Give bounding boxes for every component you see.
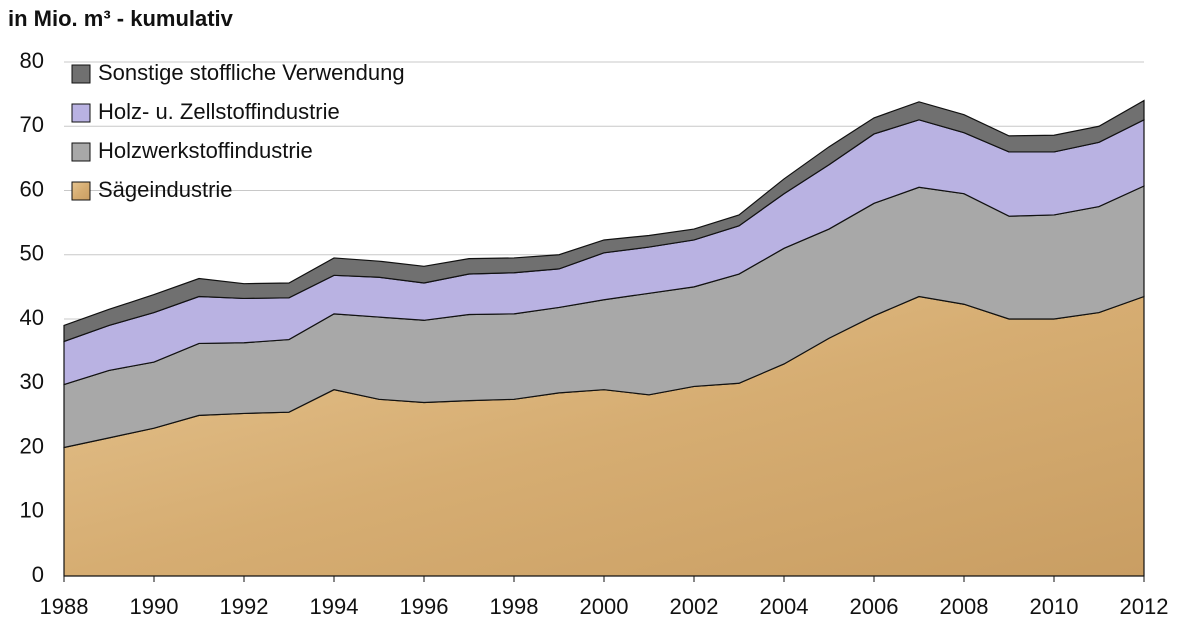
x-tick-label: 2008 <box>940 594 989 619</box>
x-tick-label: 1996 <box>400 594 449 619</box>
legend-label: Holz- u. Zellstoffindustrie <box>98 99 340 124</box>
legend-swatch <box>71 142 91 162</box>
chart-title: in Mio. m³ - kumulativ <box>8 6 234 31</box>
x-tick-label: 2006 <box>850 594 899 619</box>
y-tick-label: 70 <box>20 112 44 137</box>
y-tick-label: 10 <box>20 498 44 523</box>
y-tick-label: 30 <box>20 369 44 394</box>
x-tick-label: 1998 <box>490 594 539 619</box>
x-tick-label: 2002 <box>670 594 719 619</box>
area <box>63 99 1145 343</box>
legend-swatch <box>71 181 91 201</box>
x-tick-label: 2012 <box>1120 594 1169 619</box>
y-tick-label: 50 <box>20 241 44 266</box>
x-tick-label: 1988 <box>40 594 89 619</box>
legend-label: Holzwerkstoffindustrie <box>98 138 313 163</box>
x-tick-label: 2010 <box>1030 594 1079 619</box>
legend-label: Sonstige stoffliche Verwendung <box>98 60 405 85</box>
y-tick-label: 20 <box>20 433 44 458</box>
y-tick-label: 0 <box>32 562 44 587</box>
legend-swatch <box>71 64 91 84</box>
y-tick-label: 40 <box>20 305 44 330</box>
legend-label: Sägeindustrie <box>98 177 233 202</box>
x-tick-label: 1992 <box>220 594 269 619</box>
y-tick-label: 60 <box>20 176 44 201</box>
legend-swatch <box>71 103 91 123</box>
x-tick-label: 1994 <box>310 594 359 619</box>
y-tick-label: 80 <box>20 48 44 73</box>
x-tick-label: 1990 <box>130 594 179 619</box>
x-tick-label: 2000 <box>580 594 629 619</box>
x-tick-label: 2004 <box>760 594 809 619</box>
